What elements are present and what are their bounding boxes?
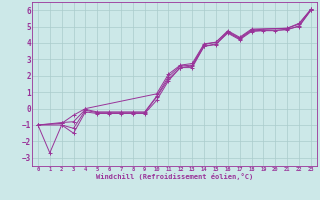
X-axis label: Windchill (Refroidissement éolien,°C): Windchill (Refroidissement éolien,°C) bbox=[96, 173, 253, 180]
